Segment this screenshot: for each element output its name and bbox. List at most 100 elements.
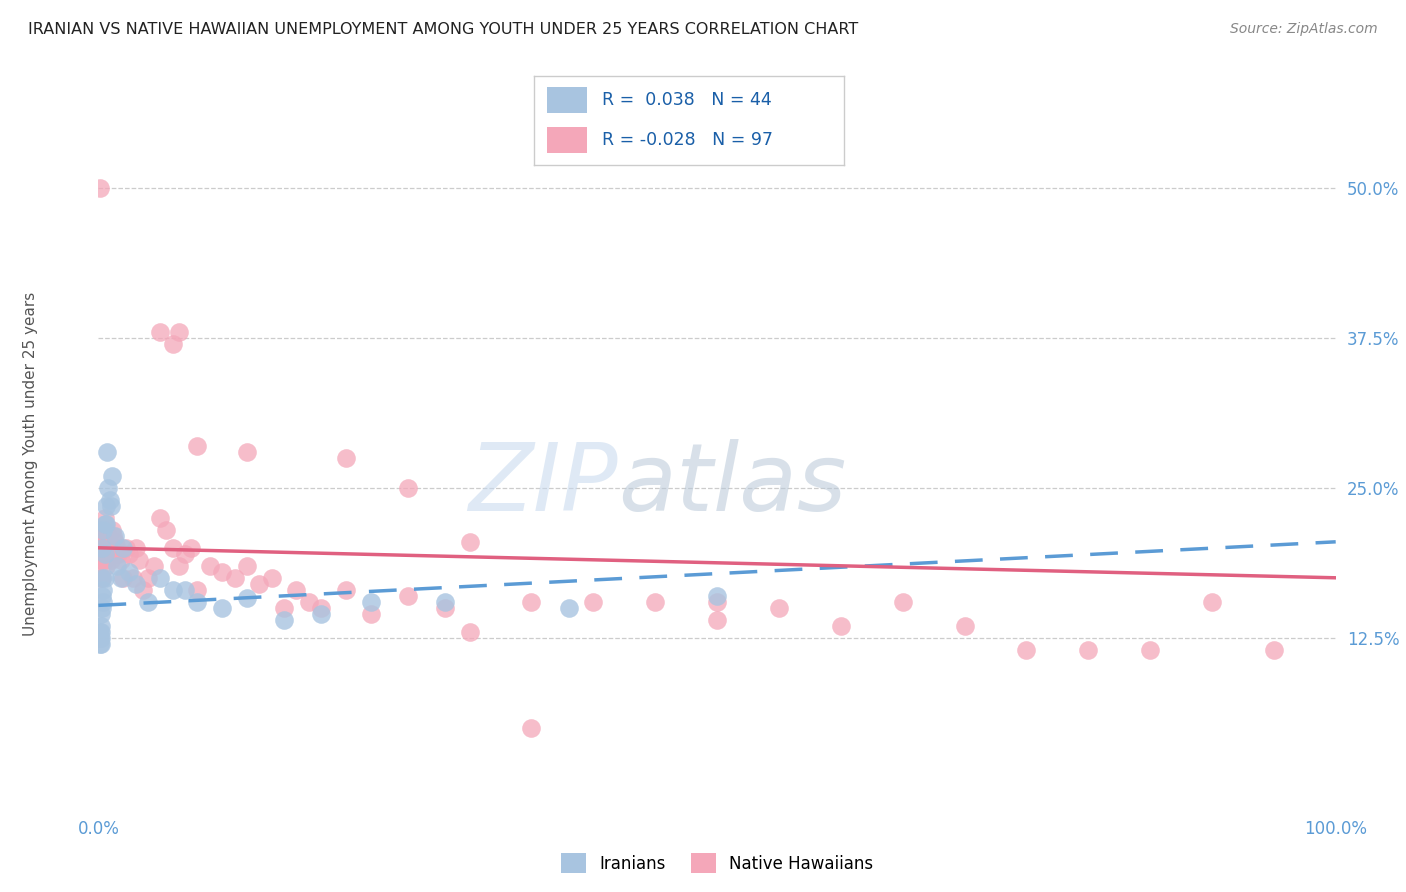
Point — [124, 576, 146, 591]
Point — [91, 523, 114, 537]
Point — [112, 571, 135, 585]
Point — [132, 582, 155, 597]
Point — [360, 595, 382, 609]
Point — [174, 547, 197, 561]
Point — [285, 582, 308, 597]
Point — [520, 721, 543, 735]
Point — [93, 523, 115, 537]
Point — [149, 571, 172, 585]
Point — [1077, 642, 1099, 657]
Point — [335, 582, 357, 597]
Point — [149, 511, 172, 525]
Bar — [547, 127, 586, 153]
Point — [273, 600, 295, 615]
Point — [706, 613, 728, 627]
Point — [105, 558, 128, 573]
Point — [309, 607, 332, 621]
Text: Unemployment Among Youth under 25 years: Unemployment Among Youth under 25 years — [22, 292, 38, 636]
Point — [89, 631, 111, 645]
Point — [211, 565, 233, 579]
Text: R = -0.028   N = 97: R = -0.028 N = 97 — [602, 131, 773, 149]
Bar — [547, 87, 586, 113]
Point — [1139, 642, 1161, 657]
Point — [180, 541, 202, 555]
Point — [335, 450, 357, 465]
Point — [89, 181, 111, 195]
Point — [96, 534, 118, 549]
Point — [90, 619, 112, 633]
Point — [93, 571, 115, 585]
Point — [309, 600, 332, 615]
Point — [90, 607, 112, 621]
Point — [520, 595, 543, 609]
Point — [236, 558, 259, 573]
Point — [128, 553, 150, 567]
Point — [104, 547, 127, 561]
Point — [93, 553, 115, 567]
Point — [91, 600, 114, 615]
Point — [91, 589, 114, 603]
Point — [360, 607, 382, 621]
Point — [122, 571, 145, 585]
Point — [211, 600, 233, 615]
Point — [124, 541, 146, 555]
Point — [143, 558, 166, 573]
Point — [162, 582, 184, 597]
Point — [97, 481, 120, 495]
Point — [260, 571, 283, 585]
Point — [107, 547, 129, 561]
Point — [644, 595, 666, 609]
Point — [89, 637, 111, 651]
Point — [198, 558, 221, 573]
Point — [100, 553, 122, 567]
Point — [97, 529, 120, 543]
Point — [186, 595, 208, 609]
Point — [186, 439, 208, 453]
Point — [94, 523, 117, 537]
Point — [93, 516, 115, 531]
Point — [93, 541, 115, 555]
Point — [112, 541, 135, 555]
Point — [94, 541, 117, 555]
Point — [90, 571, 112, 585]
Point — [103, 529, 125, 543]
Point — [136, 571, 159, 585]
Point — [91, 541, 114, 555]
Point — [167, 558, 190, 573]
Point — [91, 553, 114, 567]
Point — [110, 553, 132, 567]
Point — [91, 541, 114, 555]
Point — [247, 576, 270, 591]
Text: IRANIAN VS NATIVE HAWAIIAN UNEMPLOYMENT AMONG YOUTH UNDER 25 YEARS CORRELATION C: IRANIAN VS NATIVE HAWAIIAN UNEMPLOYMENT … — [28, 22, 859, 37]
Point — [768, 600, 790, 615]
Point — [105, 541, 128, 555]
Point — [136, 595, 159, 609]
Point — [101, 468, 124, 483]
Point — [90, 553, 112, 567]
Point — [433, 600, 456, 615]
Point — [118, 547, 141, 561]
Text: ZIP: ZIP — [468, 439, 619, 530]
Point — [94, 516, 117, 531]
Point — [236, 445, 259, 459]
Point — [93, 529, 115, 543]
Point — [273, 613, 295, 627]
Point — [582, 595, 605, 609]
Point — [433, 595, 456, 609]
Point — [1263, 642, 1285, 657]
Point — [162, 337, 184, 351]
Point — [89, 553, 111, 567]
Point — [224, 571, 246, 585]
Point — [90, 541, 112, 555]
Point — [94, 499, 117, 513]
Point — [89, 523, 111, 537]
Point — [458, 624, 481, 639]
Point — [557, 600, 579, 615]
Point — [100, 541, 122, 555]
Point — [96, 547, 118, 561]
Point — [118, 565, 141, 579]
Point — [101, 523, 124, 537]
Point — [891, 595, 914, 609]
Point — [96, 445, 118, 459]
Point — [458, 534, 481, 549]
